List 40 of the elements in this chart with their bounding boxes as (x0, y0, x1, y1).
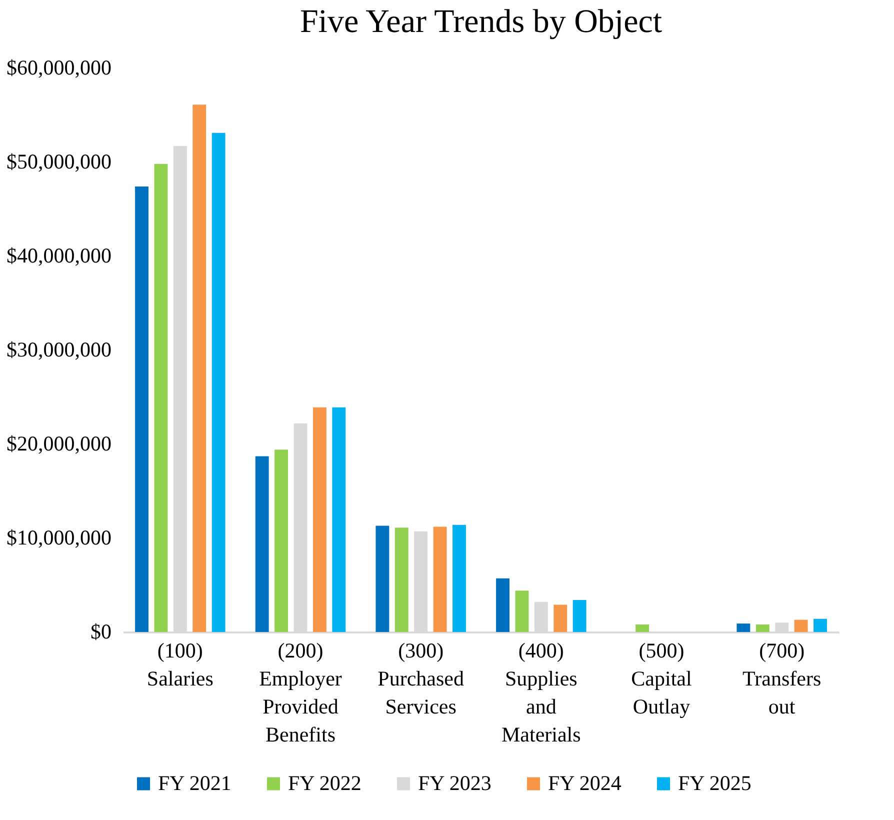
y-tick-label: $50,000,000 (6, 150, 112, 174)
x-tick-label: (400) Supplies and Materials (502, 638, 581, 746)
bar (192, 104, 206, 632)
x-tick-label: (200) Employer Provided Benefits (259, 638, 342, 746)
bar (212, 132, 226, 632)
bar (736, 624, 750, 632)
chart-title: Five Year Trends by Object (300, 4, 662, 40)
x-tick-label: (500) Capital Outlay (631, 638, 692, 718)
legend-label: FY 2024 (548, 770, 622, 795)
bar (274, 450, 288, 632)
y-tick-label: $20,000,000 (6, 432, 112, 456)
bar (312, 407, 326, 632)
bar (572, 600, 586, 632)
legend-label: FY 2025 (678, 770, 752, 795)
y-tick-label: $60,000,000 (6, 56, 112, 80)
y-tick-label: $30,000,000 (6, 338, 112, 362)
y-tick-label: $40,000,000 (6, 244, 112, 268)
bar (433, 526, 447, 632)
bar (515, 590, 529, 632)
bar (794, 620, 808, 632)
y-tick-label: $10,000,000 (6, 526, 112, 550)
bar (255, 456, 269, 632)
bar (554, 604, 568, 632)
bar (756, 624, 770, 632)
bar (135, 186, 148, 632)
x-tick-label: (700) Transfers out (742, 638, 822, 718)
y-tick-label: $0 (90, 620, 112, 644)
legend-label: FY 2021 (158, 770, 232, 795)
bar (814, 618, 827, 632)
legend-label: FY 2022 (288, 770, 362, 795)
bar (394, 528, 408, 632)
bar (636, 624, 650, 632)
bar (332, 407, 346, 632)
x-tick-label: (300) Purchased Services (378, 638, 464, 718)
bar (452, 524, 466, 632)
x-tick-label: (100) Salaries (146, 638, 214, 690)
bar (154, 164, 168, 632)
bar (376, 526, 390, 632)
legend-label: FY 2023 (418, 770, 492, 795)
bar (496, 578, 510, 632)
